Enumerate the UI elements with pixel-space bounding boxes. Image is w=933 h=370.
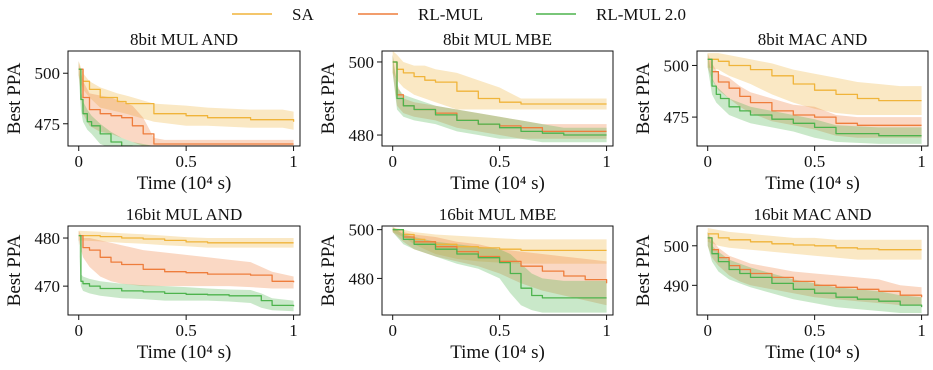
- line-rl-mul: [707, 237, 923, 298]
- chart-panels: 0 0.5 1 500 475 8bit MUL AND Time (10⁴ s) Best …: [4, 30, 929, 363]
- panel-title: 8bit MUL MBE: [443, 30, 552, 49]
- y-axis-label: Best PPA: [633, 234, 654, 306]
- line-sa: [707, 58, 922, 102]
- band-sa: [78, 61, 294, 130]
- axes-frame: [67, 225, 301, 316]
- legend-label-sa: SA: [292, 5, 314, 24]
- y-tick-label: 480: [349, 126, 375, 145]
- y-tick-label: 480: [349, 269, 375, 288]
- band-rl-mul-2-0: [78, 61, 294, 146]
- y-axis-label: Best PPA: [318, 234, 339, 306]
- y-axis-label: Best PPA: [318, 62, 339, 134]
- panel-title: 8bit MUL AND: [130, 30, 238, 49]
- x-tick-label: 1: [289, 321, 298, 340]
- x-tick-label: 0.5: [176, 152, 197, 171]
- y-tick-label: 500: [349, 221, 375, 240]
- x-axis-label: Time (10⁴ s): [765, 173, 860, 194]
- line-rl-mul: [78, 234, 295, 283]
- y-axis-label: Best PPA: [4, 62, 25, 134]
- line-rl-mul-2-0: [392, 61, 607, 136]
- plot-area: [392, 51, 607, 143]
- y-tick-label: 475: [664, 108, 690, 127]
- x-tick-label: 1: [917, 152, 926, 171]
- x-tick-label: 0: [388, 152, 397, 171]
- x-tick-label: 0.5: [176, 321, 197, 340]
- plot-area: [707, 228, 923, 313]
- x-tick-label: 0: [703, 321, 712, 340]
- legend-label-rl-mul: RL-MUL: [418, 5, 483, 24]
- band-rl-mul: [707, 231, 922, 306]
- y-tick-label: 475: [35, 115, 61, 134]
- y-tick-label: 490: [664, 276, 690, 295]
- y-axis-label: Best PPA: [4, 234, 25, 306]
- x-tick-label: 1: [289, 152, 298, 171]
- band-rl-mul-2-0: [707, 231, 922, 313]
- band-sa: [392, 227, 607, 264]
- y-tick-label: 500: [664, 56, 690, 75]
- line-sa: [707, 233, 922, 251]
- band-sa: [392, 51, 607, 110]
- line-rl-mul-2-0: [78, 68, 134, 146]
- panel-title: 16bit MUL MBE: [439, 205, 556, 224]
- band-rl-mul-2-0: [392, 54, 607, 143]
- line-sa: [392, 61, 607, 105]
- panel-4: 0 0.5 1 480 470 16bit MUL AND Time (10⁴ s) Best…: [4, 205, 301, 363]
- line-rl-mul: [707, 58, 922, 126]
- axes-frame: [696, 225, 929, 316]
- legend: SA RL-MUL RL-MUL 2.0: [232, 5, 686, 24]
- band-sa: [707, 228, 922, 260]
- x-tick-label: 1: [602, 152, 611, 171]
- plot-area: [707, 53, 922, 144]
- panel-5: 0 0.5 1 500 480 16bit MUL MBE Time (10⁴ s) Best…: [318, 205, 614, 363]
- x-tick-label: 1: [917, 321, 926, 340]
- x-tick-label: 0: [703, 152, 712, 171]
- line-sa: [392, 229, 607, 252]
- panel-6: 0 0.5 1 500 490 16bit MAC AND Time (10⁴ s) Best…: [633, 205, 929, 363]
- plot-area: [78, 230, 295, 312]
- panel-title: 8bit MAC AND: [758, 30, 868, 49]
- x-axis-label: Time (10⁴ s): [450, 173, 545, 194]
- x-axis-label: Time (10⁴ s): [450, 342, 545, 363]
- x-tick-label: 0.5: [489, 152, 510, 171]
- line-rl-mul-2-0: [392, 229, 607, 299]
- panel-2: 0 0.5 1 500 480 8bit MUL MBE Time (10⁴ s) Best …: [318, 30, 614, 194]
- panel-3: 0 0.5 1 500 475 8bit MAC AND Time (10⁴ s) Best …: [633, 30, 929, 194]
- x-axis-label: Time (10⁴ s): [137, 342, 232, 363]
- axes-frame: [381, 225, 614, 316]
- x-axis-label: Time (10⁴ s): [765, 342, 860, 363]
- plot-area: [78, 61, 295, 146]
- y-axis-label: Best PPA: [633, 62, 654, 134]
- band-rl-mul: [392, 54, 607, 139]
- line-sa: [78, 234, 294, 244]
- y-tick-label: 500: [664, 237, 690, 256]
- band-rl-mul: [707, 53, 922, 138]
- plot-area: [392, 227, 608, 313]
- x-tick-label: 0: [74, 321, 83, 340]
- line-rl-mul-2-0: [78, 234, 295, 307]
- x-axis-label: Time (10⁴ s): [137, 173, 232, 194]
- axes-frame: [67, 50, 301, 147]
- line-rl-mul: [78, 68, 294, 145]
- y-tick-label: 480: [35, 229, 61, 248]
- axes-frame: [696, 50, 929, 147]
- panel-title: 16bit MAC AND: [753, 205, 871, 224]
- y-tick-label: 470: [35, 277, 61, 296]
- y-tick-label: 500: [35, 64, 61, 83]
- axes-frame: [381, 50, 614, 147]
- panel-title: 16bit MUL AND: [126, 205, 243, 224]
- line-sa: [78, 68, 295, 122]
- y-tick-label: 500: [349, 53, 375, 72]
- panel-1: 0 0.5 1 500 475 8bit MUL AND Time (10⁴ s) Best …: [4, 30, 301, 194]
- x-tick-label: 0: [74, 152, 83, 171]
- legend-label-rl-mul-2: RL-MUL 2.0: [596, 5, 686, 24]
- x-tick-label: 0.5: [489, 321, 510, 340]
- x-tick-label: 1: [602, 321, 611, 340]
- band-rl-mul-2-0: [707, 53, 922, 144]
- x-tick-label: 0.5: [804, 152, 825, 171]
- line-rl-mul-2-0: [707, 237, 923, 308]
- x-tick-label: 0: [388, 321, 397, 340]
- x-tick-label: 0.5: [804, 321, 825, 340]
- line-rl-mul-2-0: [707, 58, 922, 137]
